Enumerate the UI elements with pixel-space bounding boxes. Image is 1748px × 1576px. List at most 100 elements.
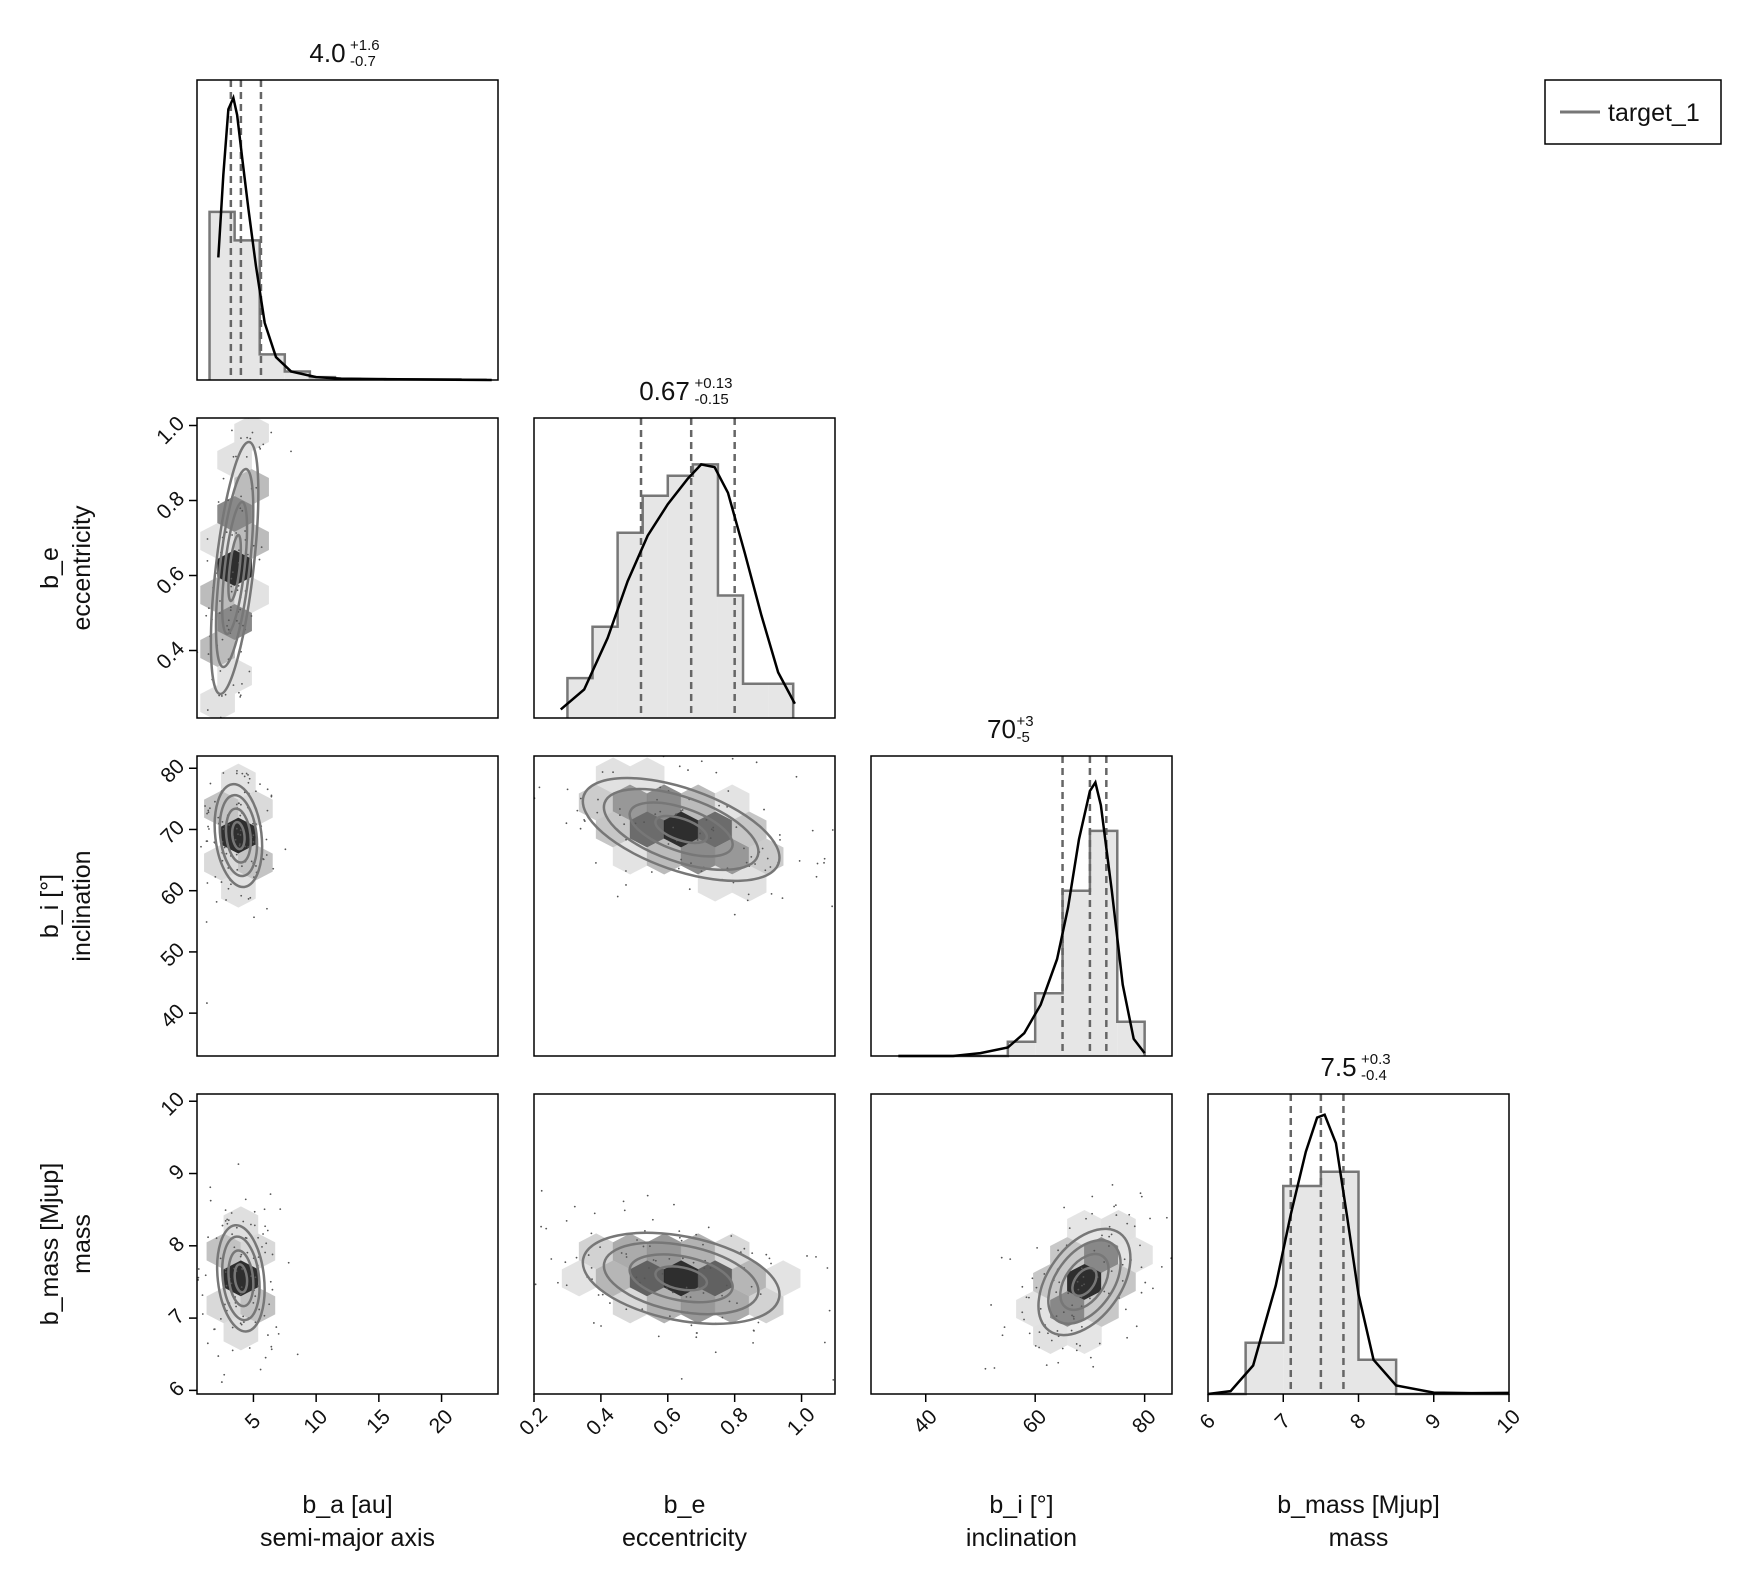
scatter-point <box>1081 1284 1083 1287</box>
scatter-point <box>557 1281 559 1284</box>
scatter-point <box>1043 1273 1046 1275</box>
scatter-point <box>747 893 750 896</box>
scatter-point <box>1064 1448 1066 1450</box>
scatter-point <box>241 865 243 868</box>
scatter-point <box>219 670 222 672</box>
hist-bar <box>1283 1185 1321 1394</box>
scatter-point <box>287 1261 290 1264</box>
scatter-point <box>249 437 252 440</box>
scatter-point <box>224 1303 226 1306</box>
panel-title-minus: -0.7 <box>350 53 376 70</box>
scatter-point <box>244 1236 247 1239</box>
scatter-point <box>565 822 568 825</box>
scatter-point <box>657 1335 660 1338</box>
scatter-point <box>225 852 228 855</box>
scatter-point <box>507 783 509 785</box>
scatter-point <box>264 1356 267 1359</box>
hex-cell <box>612 784 648 821</box>
diag-panel-b_i: 70 +3-5 <box>870 713 1173 1058</box>
scatter-point <box>248 777 251 780</box>
scatter-point <box>680 1239 683 1242</box>
hex-cell <box>731 811 767 848</box>
scatter-point <box>1140 1195 1143 1198</box>
scatter-point <box>690 862 692 865</box>
scatter-point <box>1023 1318 1025 1321</box>
scatter-point <box>1002 1400 1004 1402</box>
scatter-point <box>736 1302 738 1305</box>
scatter-point <box>1077 1288 1080 1291</box>
scatter-point <box>761 847 764 850</box>
scatter-point <box>206 1002 208 1004</box>
scatter-point <box>214 875 217 878</box>
x-axis-label: b_mass [Mjup] <box>1277 1491 1440 1519</box>
pair-inner <box>534 1189 835 1381</box>
hist-bar <box>1320 1171 1359 1394</box>
scatter-point <box>206 1342 209 1345</box>
scatter-point <box>1034 1344 1037 1347</box>
scatter-point <box>649 1245 651 1248</box>
scatter-point <box>712 829 715 832</box>
scatter-point <box>209 1186 212 1189</box>
scatter-point <box>252 1301 255 1304</box>
scatter-point <box>1093 1249 1096 1252</box>
contour-line <box>209 440 260 696</box>
scatter-point <box>656 798 658 801</box>
kde-curve <box>217 93 492 382</box>
scatter-point <box>746 899 749 902</box>
hist-bar <box>284 371 310 380</box>
scatter-point <box>680 1378 683 1380</box>
scatter-point <box>778 834 781 836</box>
scatter-point <box>1108 1225 1111 1228</box>
scatter-point <box>642 1245 645 1248</box>
scatter-point <box>685 1286 688 1289</box>
scatter-point <box>779 839 781 841</box>
scatter-point <box>636 1239 638 1241</box>
scatter-point <box>565 1219 568 1222</box>
scatter-point <box>252 834 255 837</box>
x-tick-label: 10 <box>299 1405 332 1438</box>
scatter-point <box>271 1253 274 1256</box>
scatter-point <box>625 1308 628 1311</box>
scatter-point <box>1103 1261 1106 1263</box>
scatter-point <box>235 772 238 775</box>
scatter-point <box>247 781 250 784</box>
scatter-point <box>253 1210 256 1213</box>
scatter-point <box>1160 1266 1163 1268</box>
panel-title-minus: -5 <box>1017 729 1030 746</box>
scatter-point <box>268 1303 271 1306</box>
scatter-point <box>743 847 745 850</box>
scatter-point <box>1083 1283 1086 1286</box>
scatter-point <box>259 447 262 450</box>
panel-title-plus: +3 <box>1017 713 1034 730</box>
contour-line <box>218 793 259 878</box>
scatter-point <box>209 782 212 785</box>
scatter-point <box>1080 1267 1083 1270</box>
scatter-point <box>579 827 582 830</box>
scatter-point <box>695 1336 698 1339</box>
scatter-point <box>240 1253 243 1256</box>
scatter-point <box>264 1225 267 1228</box>
scatter-point <box>710 828 713 831</box>
scatter-point <box>587 1254 590 1256</box>
scatter-point <box>244 845 247 848</box>
y-tick-label: 0.4 <box>152 637 189 674</box>
y-tick-label: 40 <box>156 1000 189 1033</box>
scatter-point <box>702 1292 705 1294</box>
scatter-point <box>204 1274 207 1277</box>
scatter-point <box>540 1225 543 1228</box>
scatter-point <box>238 549 240 552</box>
scatter-point <box>1045 1364 1048 1367</box>
scatter-point <box>238 844 241 847</box>
scatter-point <box>681 809 684 811</box>
scatter-point <box>1076 1280 1079 1283</box>
panel-title-plus: +1.6 <box>350 37 380 54</box>
pair-panel-b_e-b_i <box>507 755 836 1057</box>
scatter-point <box>1025 1296 1028 1299</box>
scatter-point <box>1021 1285 1024 1288</box>
scatter-point <box>239 1322 242 1325</box>
x-tick-label: 0.4 <box>582 1403 619 1440</box>
scatter-point <box>625 1253 628 1255</box>
scatter-point <box>622 1200 625 1203</box>
x-tick-label: 9 <box>1421 1409 1446 1434</box>
